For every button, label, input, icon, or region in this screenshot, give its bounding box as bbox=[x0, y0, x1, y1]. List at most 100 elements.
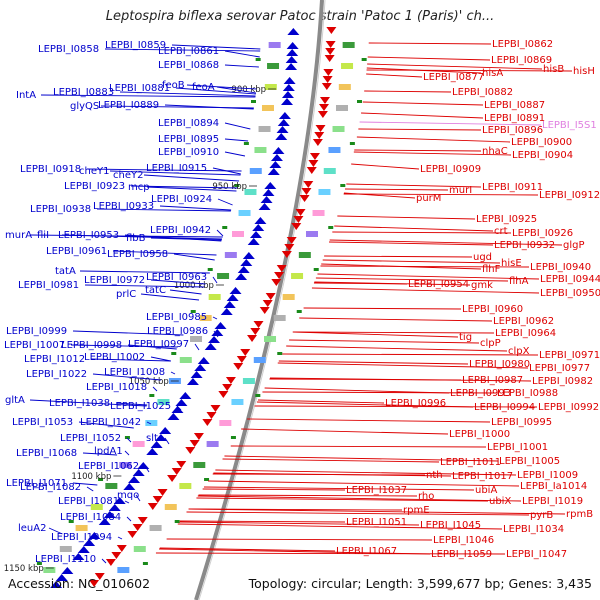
forward-gene-arrow bbox=[264, 182, 277, 189]
gc-tick bbox=[204, 478, 210, 481]
right-gene-label: hisB bbox=[543, 64, 564, 75]
left-gene-label: glyQS bbox=[70, 101, 99, 112]
right-gene-label: LEPBI_I0977 bbox=[529, 363, 590, 374]
cog-category-block bbox=[117, 567, 130, 573]
cog-category-block bbox=[298, 252, 311, 258]
left-gene-label: LEPBI_I1084 bbox=[60, 512, 121, 523]
left-gene-label: LEPBI_I0861 bbox=[158, 46, 219, 57]
left-gene-label: LEPBI_I0981 bbox=[18, 280, 79, 291]
gc-tick bbox=[255, 58, 261, 61]
gc-tick bbox=[222, 226, 228, 229]
leader-line bbox=[115, 402, 148, 406]
right-gene-label: tig bbox=[459, 332, 472, 343]
left-gene-label: LEPBI_I1052 bbox=[60, 433, 121, 444]
leader-line bbox=[176, 405, 182, 411]
forward-gene-arrow bbox=[281, 98, 293, 105]
right-gene-label: LEPBI_I0994 bbox=[474, 402, 535, 413]
right-gene-label: hisH bbox=[573, 66, 595, 77]
leader-line bbox=[224, 138, 249, 142]
left-gene-label: LEPBI_I0985 bbox=[146, 312, 207, 323]
gc-tick bbox=[349, 142, 355, 145]
left-gene-label: LEPBI_I0924 bbox=[151, 194, 212, 205]
leader-line bbox=[315, 277, 509, 282]
right-gene-label: LEPBI_I1001 bbox=[487, 442, 548, 453]
forward-gene-arrow bbox=[132, 469, 145, 476]
forward-gene-arrow bbox=[77, 546, 90, 553]
leader-line bbox=[92, 373, 161, 381]
reverse-gene-arrow bbox=[325, 48, 336, 55]
reverse-gene-arrow bbox=[147, 503, 158, 510]
reverse-gene-arrow bbox=[253, 321, 264, 328]
right-gene-label: LEPBI_I0940 bbox=[530, 262, 591, 273]
forward-gene-arrow bbox=[72, 553, 85, 560]
reverse-gene-arrow bbox=[274, 272, 285, 279]
left-gene-label: LEPBI_I0963 bbox=[146, 272, 207, 283]
left-gene-label: mcp bbox=[128, 182, 150, 193]
genome-backbone bbox=[194, 0, 324, 600]
leader-line bbox=[277, 362, 529, 369]
right-gene-label: LEPBI_I0887 bbox=[484, 100, 545, 111]
right-gene-label: clpP bbox=[480, 338, 501, 349]
forward-gene-arrow bbox=[286, 49, 299, 56]
leader-line bbox=[217, 198, 233, 206]
left-gene-label: LEPBI_I1008 bbox=[104, 367, 165, 378]
right-gene-label: nth bbox=[426, 470, 443, 481]
forward-gene-arrow bbox=[275, 133, 288, 140]
right-gene-label: rpmE bbox=[403, 505, 430, 516]
reverse-gene-arrow bbox=[206, 412, 217, 419]
right-gene-label: nhaC bbox=[482, 146, 508, 157]
leader-line bbox=[224, 64, 259, 68]
forward-gene-arrow bbox=[214, 322, 227, 329]
cog-category-block bbox=[267, 63, 280, 69]
leader-line bbox=[179, 520, 346, 523]
reverse-gene-arrow bbox=[308, 160, 319, 167]
reverse-gene-arrow bbox=[94, 573, 105, 580]
leader-line bbox=[366, 73, 423, 78]
reverse-gene-arrow bbox=[137, 517, 148, 524]
forward-gene-arrow bbox=[260, 196, 273, 203]
leader-line bbox=[70, 344, 178, 348]
reverse-gene-arrow bbox=[167, 475, 178, 482]
leader-line bbox=[224, 455, 499, 462]
cog-category-block bbox=[43, 567, 56, 573]
leader-line bbox=[303, 307, 462, 310]
reverse-gene-arrow bbox=[301, 188, 312, 195]
cog-category-block bbox=[268, 42, 281, 48]
left-gene-label: LEPBI_I0889 bbox=[98, 100, 159, 111]
leader-line bbox=[150, 356, 171, 362]
left-gene-label: LEPBI_I0942 bbox=[150, 225, 211, 236]
reverse-gene-arrow bbox=[259, 307, 270, 314]
reverse-gene-arrow bbox=[202, 419, 213, 426]
right-gene-label: LEPBI_I1037 bbox=[346, 485, 407, 496]
left-gene-label: LEPBI_I0881 bbox=[109, 83, 170, 94]
right-gene-label: LEPBI_I1005 bbox=[499, 456, 560, 467]
leader-line bbox=[208, 480, 520, 487]
forward-gene-arrow bbox=[285, 56, 298, 63]
reverse-gene-arrow bbox=[189, 440, 200, 447]
cog-category-block bbox=[291, 273, 304, 279]
gc-tick bbox=[251, 100, 256, 103]
reverse-gene-arrow bbox=[322, 76, 333, 83]
forward-gene-arrow bbox=[254, 217, 267, 224]
left-gene-label: mqo bbox=[117, 490, 139, 501]
reverse-gene-arrow bbox=[105, 559, 116, 566]
leader-line bbox=[169, 289, 202, 295]
map-title: Leptospira biflexa serovar Patoc strain … bbox=[105, 9, 495, 24]
forward-gene-arrow bbox=[197, 357, 210, 364]
left-leader-lines bbox=[29, 44, 261, 564]
scale-label: 900 kbp bbox=[231, 85, 266, 95]
leader-line bbox=[337, 215, 476, 220]
leader-line bbox=[289, 339, 480, 344]
leader-line bbox=[314, 281, 471, 286]
leader-line bbox=[215, 469, 517, 476]
leader-line bbox=[159, 205, 232, 211]
leader-line bbox=[188, 508, 566, 515]
leader-line bbox=[197, 495, 522, 502]
leader-line bbox=[322, 259, 501, 264]
cog-category-block bbox=[217, 273, 230, 279]
leader-line bbox=[247, 418, 491, 423]
right-gene-label: LEPBI_I1059 bbox=[431, 549, 492, 560]
left-gene-label: LEPBI_I1094 bbox=[51, 532, 112, 543]
left-gene-label: cheY2 bbox=[113, 170, 143, 181]
cog-category-block bbox=[273, 315, 286, 321]
